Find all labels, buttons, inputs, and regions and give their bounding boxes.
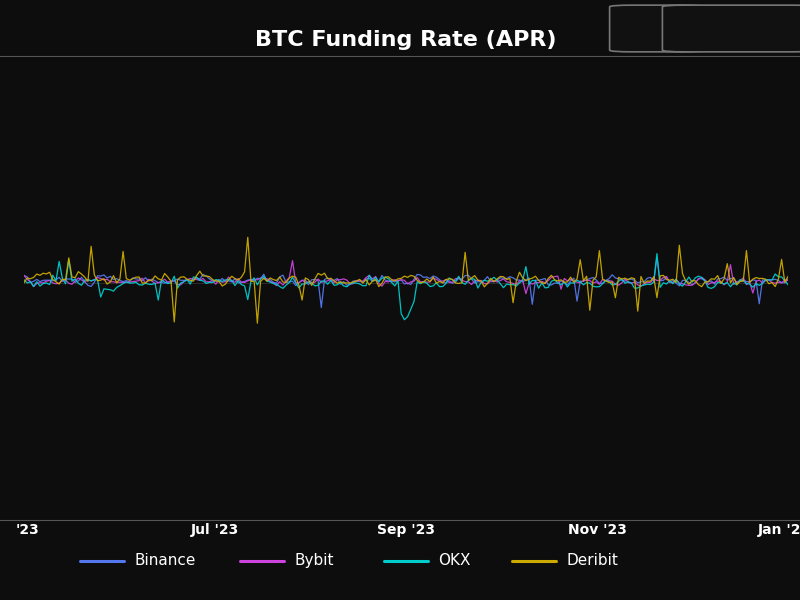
FancyBboxPatch shape (610, 5, 704, 52)
Text: Annual  ∨: Annual ∨ (705, 22, 772, 35)
Text: Binance: Binance (134, 553, 196, 568)
Text: Deribit: Deribit (566, 553, 618, 568)
Text: $: $ (650, 19, 663, 37)
Title: BTC Funding Rate (APR): BTC Funding Rate (APR) (255, 30, 557, 50)
FancyBboxPatch shape (662, 5, 800, 52)
Text: Bybit: Bybit (294, 553, 334, 568)
Text: OKX: OKX (438, 553, 471, 568)
